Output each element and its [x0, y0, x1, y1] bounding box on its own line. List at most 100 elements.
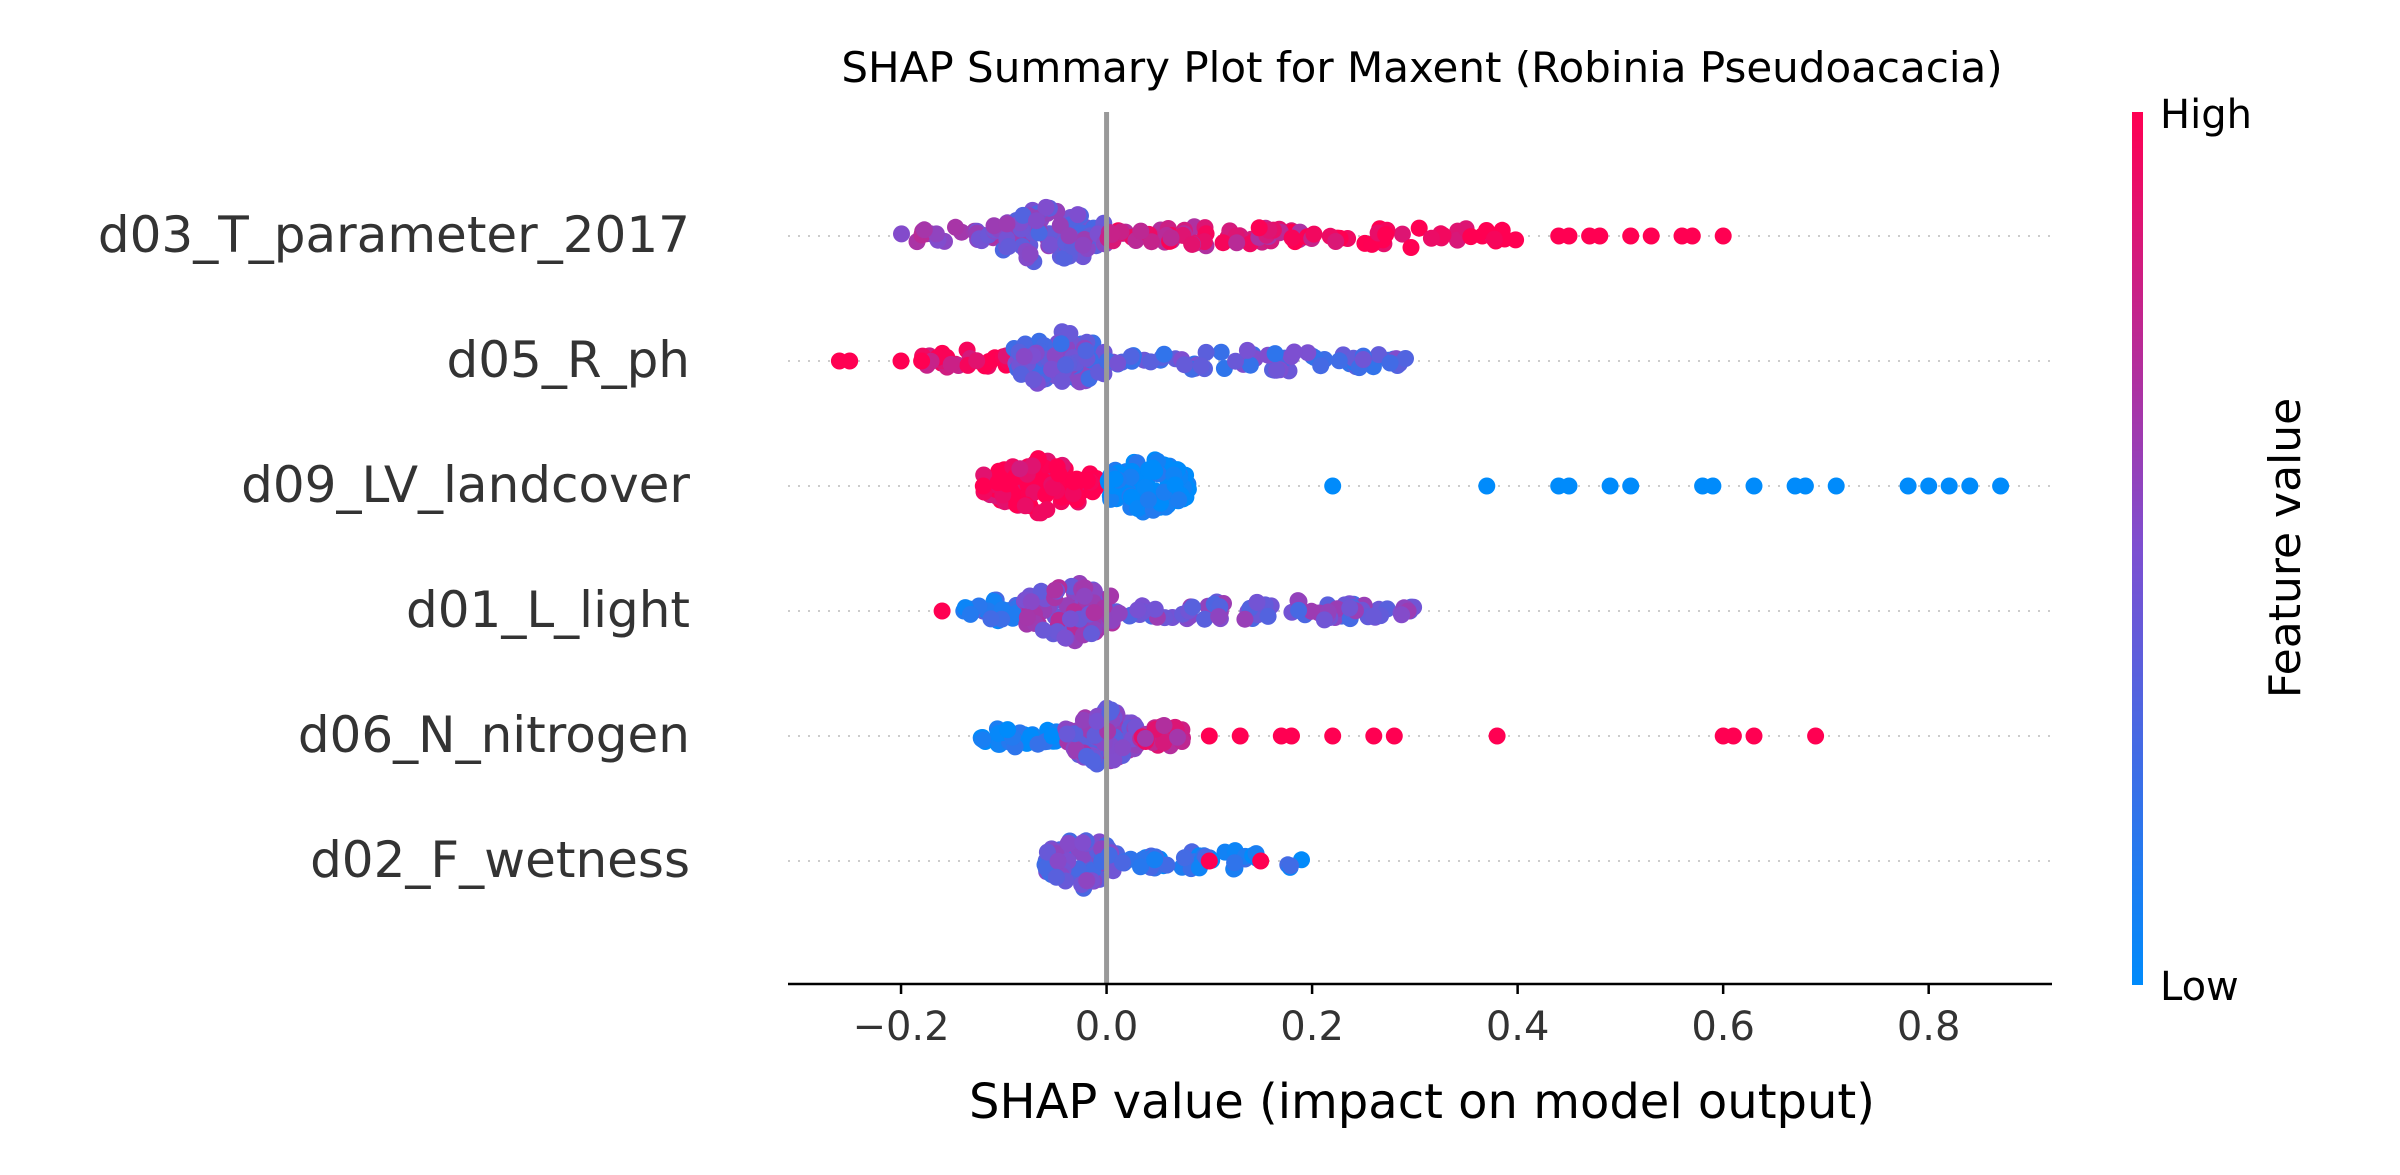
data-point — [1248, 593, 1266, 611]
data-point — [1146, 600, 1164, 618]
data-point — [1197, 343, 1215, 361]
data-point — [1714, 227, 1732, 245]
data-point — [1704, 477, 1722, 495]
data-point — [1155, 345, 1173, 363]
data-point — [1236, 610, 1254, 628]
data-point — [1058, 725, 1076, 743]
data-point — [1200, 727, 1218, 745]
data-point — [1162, 229, 1180, 247]
data-point — [1283, 727, 1300, 745]
data-point — [982, 610, 1000, 628]
data-point — [1073, 471, 1091, 489]
data-point — [1056, 629, 1074, 647]
data-point — [1043, 727, 1061, 745]
data-point — [1724, 727, 1742, 745]
data-point — [1241, 356, 1259, 374]
feature-label: d05_R_ph — [446, 331, 690, 389]
data-point — [1132, 858, 1149, 876]
data-point — [1290, 601, 1308, 619]
data-point — [1381, 354, 1399, 372]
data-point — [1377, 226, 1395, 243]
data-point — [985, 217, 1003, 235]
data-point — [1074, 834, 1092, 852]
data-point — [1920, 477, 1938, 495]
data-point — [962, 605, 979, 623]
feature-label: d03_T_parameter_2017 — [98, 206, 690, 264]
x-axis-label: SHAP value (impact on model output) — [969, 1074, 1875, 1130]
data-point — [1961, 477, 1979, 495]
x-axis: −0.2 0.0 0.2 0.4 0.6 0.8 — [788, 982, 2052, 1050]
data-point — [1109, 354, 1127, 372]
data-point — [1940, 477, 1958, 495]
x-tick-label: 0.8 — [1897, 1004, 1961, 1050]
data-point — [1324, 477, 1342, 495]
data-point — [998, 475, 1016, 493]
data-point — [1060, 227, 1078, 245]
data-point — [1200, 852, 1218, 870]
data-point — [1053, 372, 1071, 390]
data-point — [1192, 357, 1210, 375]
data-point — [1393, 225, 1411, 243]
x-tick-label: 0.0 — [1075, 1004, 1139, 1050]
data-point — [1018, 609, 1036, 626]
data-point — [1077, 342, 1095, 360]
data-point — [915, 221, 933, 239]
data-point — [1078, 872, 1096, 890]
data-point — [913, 352, 931, 370]
data-point — [1050, 465, 1068, 483]
data-point — [1155, 717, 1173, 734]
data-point — [1021, 245, 1039, 263]
data-point — [1488, 727, 1506, 745]
data-point — [1393, 606, 1411, 624]
colorbar-high-label: High — [2160, 92, 2252, 138]
data-point — [1052, 335, 1070, 353]
data-point — [1034, 621, 1052, 639]
data-point — [1478, 477, 1496, 495]
data-point — [1044, 479, 1062, 497]
data-point — [1075, 587, 1093, 605]
data-point — [1176, 356, 1193, 374]
data-point — [1212, 343, 1230, 361]
data-point — [1299, 344, 1317, 362]
data-point — [999, 721, 1017, 739]
colorbar-gradient — [2132, 112, 2143, 985]
feature-label: d09_LV_landcover — [241, 456, 690, 514]
data-point — [1330, 352, 1348, 370]
data-point — [974, 731, 992, 749]
data-point — [1214, 234, 1232, 252]
data-point — [1560, 227, 1578, 245]
data-point — [1210, 608, 1228, 626]
data-point — [1327, 233, 1345, 250]
data-point — [1038, 501, 1056, 519]
data-point — [1043, 360, 1060, 378]
data-point — [1250, 219, 1268, 237]
data-point — [1827, 477, 1845, 495]
data-point — [1059, 834, 1077, 852]
data-point — [1354, 351, 1372, 368]
x-tick-label: −0.2 — [852, 1004, 949, 1050]
data-point — [974, 477, 992, 495]
data-point — [1259, 607, 1277, 625]
data-point — [1642, 227, 1660, 245]
data-point — [1231, 727, 1249, 745]
data-point — [1105, 751, 1123, 769]
data-point — [1266, 345, 1284, 363]
data-points — [830, 198, 2010, 897]
data-point — [1365, 607, 1382, 625]
data-point — [942, 355, 960, 373]
data-point — [1155, 734, 1173, 752]
data-point — [1305, 225, 1323, 243]
data-point — [1227, 352, 1244, 370]
data-point — [1074, 236, 1092, 254]
data-point — [1422, 229, 1440, 247]
data-point — [1252, 852, 1270, 870]
data-point — [1136, 729, 1154, 747]
data-point — [1085, 604, 1103, 622]
colorbar-axis-label: Feature value — [2260, 398, 2311, 698]
data-point — [1047, 868, 1065, 886]
data-point — [1899, 477, 1917, 495]
data-point — [1000, 238, 1018, 255]
data-point — [1146, 851, 1164, 869]
